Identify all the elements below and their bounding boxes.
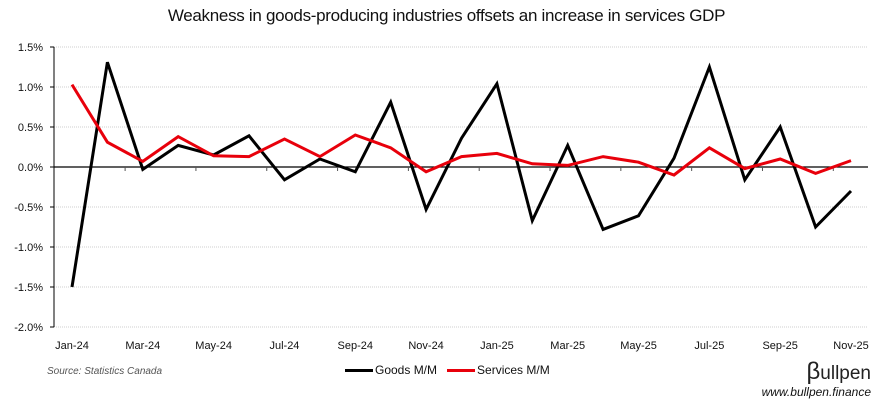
legend-label-goods: Goods M/M — [375, 363, 438, 377]
logo-text: ullpen — [820, 363, 871, 384]
x-tick-label: Mar-24 — [125, 340, 160, 352]
legend-swatch-services — [447, 368, 476, 372]
legend-swatch-goods — [345, 368, 373, 372]
y-tick-label: -0.5% — [14, 202, 43, 214]
brand-url: www.bullpen.finance — [761, 385, 871, 399]
y-tick-label: -1.0% — [14, 242, 43, 254]
legend-item-services: Services M/M — [447, 363, 550, 377]
x-tick-label: Jan-24 — [55, 340, 89, 352]
legend-label-services: Services M/M — [477, 363, 550, 377]
x-tick-label: Nov-25 — [833, 340, 868, 352]
y-tick-label: 0.0% — [18, 162, 43, 174]
x-tick-label: Sep-25 — [762, 340, 797, 352]
x-tick-label: May-25 — [620, 340, 657, 352]
source-note: Source: Statistics Canada — [47, 366, 163, 377]
y-tick-label: 0.5% — [18, 122, 43, 134]
x-tick-label: May-24 — [195, 340, 232, 352]
y-tick-label: 1.0% — [18, 82, 43, 94]
x-tick-label: Jan-25 — [480, 340, 514, 352]
y-tick-label: -1.5% — [14, 282, 43, 294]
x-tick-label: Mar-25 — [550, 340, 585, 352]
legend: Goods M/M Services M/M — [345, 363, 560, 377]
series-line-services — [70, 83, 852, 177]
x-tick-label: Sep-24 — [338, 340, 373, 352]
y-tick-label: -2.0% — [14, 322, 43, 334]
x-tick-label: Nov-24 — [408, 340, 443, 352]
chart-title: Weakness in goods-producing industries o… — [167, 6, 726, 25]
x-tick-label: Jul-25 — [694, 340, 724, 352]
y-tick-label: 1.5% — [18, 42, 43, 54]
x-tick-label: Jul-24 — [269, 340, 299, 352]
brand-logo: βullpen — [806, 358, 871, 386]
series-line-goods — [70, 61, 853, 288]
logo-beta-glyph: β — [806, 358, 821, 385]
legend-item-goods: Goods M/M — [345, 363, 437, 377]
